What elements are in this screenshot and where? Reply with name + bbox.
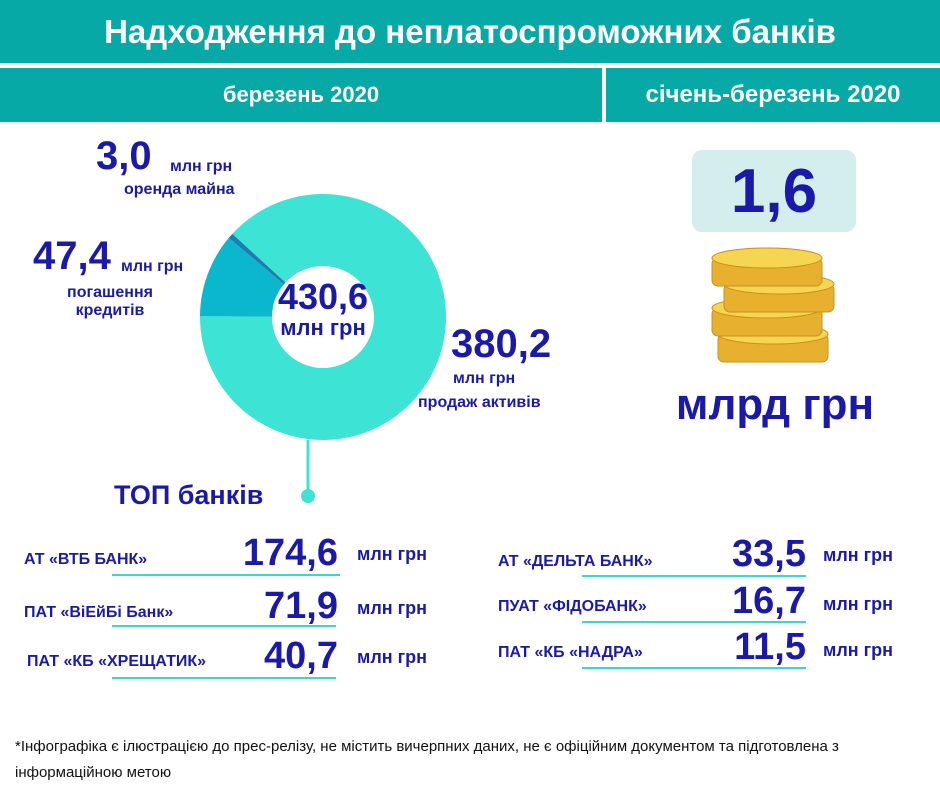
rent-unit: млн грн bbox=[170, 158, 233, 175]
quarter-total-value: 1,6 bbox=[730, 156, 818, 226]
rent-value: 3,0 bbox=[96, 134, 152, 178]
quarter-total-unit: млрд грн bbox=[675, 380, 875, 429]
sales-label: продаж активів bbox=[418, 394, 541, 411]
bank-unit: млн грн bbox=[823, 594, 893, 614]
rent-label: оренда майна bbox=[124, 181, 235, 198]
bank-value: 11,5 bbox=[734, 626, 806, 668]
period-month-bar: березень 2020 bbox=[0, 68, 602, 122]
bank-value: 174,6 bbox=[242, 532, 338, 574]
bank-underline bbox=[112, 574, 340, 576]
donut-chart bbox=[200, 194, 447, 450]
sales-value: 380,2 bbox=[451, 322, 552, 366]
bank-underline bbox=[582, 667, 806, 669]
title-bar: Надходження до неплатоспроможних банків bbox=[0, 0, 940, 63]
donut-total-unit: млн грн bbox=[280, 315, 366, 340]
top-banks-connector-line bbox=[301, 440, 315, 503]
bank-value: 33,5 bbox=[732, 533, 806, 575]
bank-value: 40,7 bbox=[264, 635, 338, 677]
donut-slice-sales bbox=[200, 194, 447, 441]
bank-underline bbox=[582, 575, 806, 577]
period-quarter-bar: січень-березень 2020 bbox=[606, 68, 940, 122]
bank-name: ПАТ «ВіЕйБі Банк» bbox=[24, 604, 174, 621]
bank-underline bbox=[582, 621, 806, 623]
donut-total-value: 430,6 bbox=[277, 276, 369, 317]
sales-unit: млн грн bbox=[453, 370, 516, 387]
loans-unit: млн грн bbox=[121, 258, 184, 275]
bank-unit: млн грн bbox=[357, 544, 427, 564]
bank-unit: млн грн bbox=[357, 647, 427, 667]
loans-value: 47,4 bbox=[33, 234, 111, 278]
period-month: березень 2020 bbox=[222, 82, 380, 107]
donut-slice-loans bbox=[200, 237, 284, 317]
bank-unit: млн грн bbox=[823, 640, 893, 660]
bank-name: АТ «ВТБ БАНК» bbox=[24, 551, 148, 568]
page-title: Надходження до неплатоспроможних банків bbox=[104, 12, 836, 50]
footnote: *Інфографіка є ілюстрацією до прес-реліз… bbox=[15, 738, 839, 781]
donut-slice-rent bbox=[228, 233, 286, 285]
bank-name: ПАТ «КБ «НАДРА» bbox=[498, 644, 643, 661]
top-banks-title: ТОП банків bbox=[114, 480, 264, 510]
bank-value: 71,9 bbox=[264, 585, 338, 627]
bank-name: ПУАТ «ФІДОБАНК» bbox=[498, 598, 647, 615]
coins-icon bbox=[711, 247, 835, 363]
bank-name: ПАТ «КБ «ХРЕЩАТИК» bbox=[27, 653, 206, 670]
bank-value: 16,7 bbox=[732, 580, 806, 622]
bank-unit: млн грн bbox=[823, 545, 893, 565]
bank-underline bbox=[112, 677, 336, 679]
loans-label: погашення кредитів bbox=[67, 284, 153, 319]
bank-name: АТ «ДЕЛЬТА БАНК» bbox=[498, 553, 653, 570]
quarter-total-box: 1,6 bbox=[692, 150, 856, 232]
bank-unit: млн грн bbox=[357, 598, 427, 618]
period-quarter: січень-березень 2020 bbox=[645, 81, 901, 108]
bank-underline bbox=[112, 625, 336, 627]
